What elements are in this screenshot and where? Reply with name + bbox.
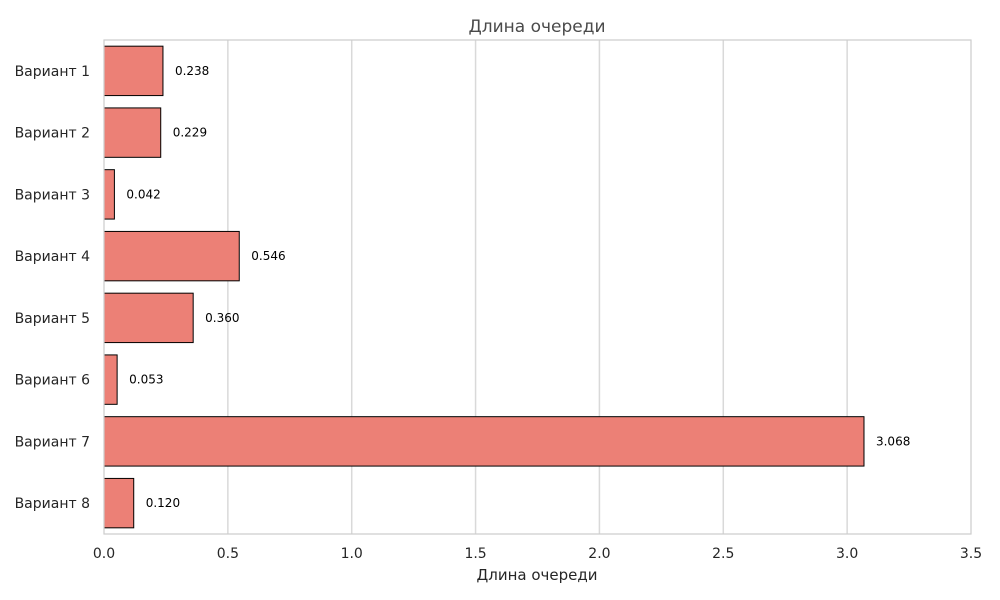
y-tick-label: Вариант 7 [15,434,90,450]
bar [103,292,194,344]
x-tick-label: 2.5 [712,546,734,562]
data-label: 0.238 [175,64,209,78]
data-labels: 0.238 0.229 0.042 0.546 0.360 0.053 3.068 0.120 [126,64,910,510]
data-label: 0.546 [251,249,285,263]
x-tick-label: 0.5 [217,546,239,562]
x-tick-label: 0.0 [93,546,115,562]
x-tick-label: 1.5 [464,546,486,562]
data-label: 0.229 [173,126,207,140]
x-tick-labels: 0.0 0.5 1.0 1.5 2.0 2.5 3.0 3.5 [93,546,982,562]
bar [103,477,135,529]
x-axis-label: Длина очереди [477,566,598,584]
y-tick-label: Вариант 5 [15,311,90,327]
data-label: 0.120 [146,496,180,510]
y-tick-label: Вариант 2 [15,126,90,142]
x-tick-label: 1.0 [341,546,363,562]
chart-title: Длина очереди [468,17,605,37]
y-tick-label: Вариант 8 [15,496,90,512]
y-tick-label: Вариант 4 [15,249,91,265]
y-tick-labels: Вариант 1 Вариант 2 Вариант 3 Вариант 4 Вари… [15,64,91,512]
bar [103,416,865,467]
data-label: 0.053 [129,373,163,387]
data-label: 3.068 [876,434,910,448]
x-tick-label: 3.0 [836,546,858,562]
bar [103,354,118,405]
x-tick-label: 2.0 [588,546,610,562]
bar [103,107,162,158]
y-tick-label: Вариант 3 [15,187,90,203]
y-tick-label: Вариант 6 [15,373,91,389]
data-label: 0.042 [126,187,160,201]
bar [103,45,164,97]
bar [103,230,240,282]
data-label: 0.360 [205,311,239,325]
bar [103,169,115,220]
plot-frame [103,39,972,535]
y-tick-label: Вариант 1 [15,64,90,80]
bars [103,45,865,529]
x-tick-label: 3.5 [960,546,982,562]
